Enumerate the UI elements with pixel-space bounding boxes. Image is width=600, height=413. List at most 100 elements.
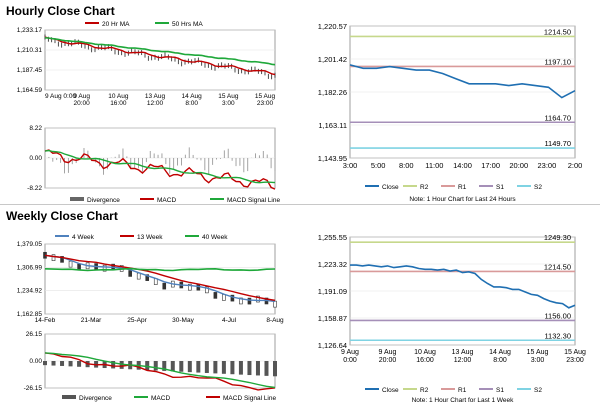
weekly-chart-title: Weekly Close Chart (6, 209, 118, 223)
hourly-price-x-tick: 8:00 (185, 100, 198, 107)
weekly-4wk-line (44, 254, 276, 303)
weekly-macd-line (44, 352, 276, 391)
hourly-macd-line (44, 149, 276, 190)
weekly-right-level-label: 1214.50 (544, 262, 571, 271)
weekly-macd-legend: MACD (151, 395, 170, 402)
weekly-signal-line (44, 352, 276, 389)
weekly-price-x-tick: 8-Aug (266, 317, 284, 324)
weekly-right-legend: S1 (496, 387, 504, 394)
weekly-right-legend: R1 (458, 387, 467, 394)
weekly-divergence-bar (196, 361, 201, 373)
weekly-candle (205, 286, 209, 294)
hourly-ma-legend: 50 Hrs MA (172, 21, 203, 28)
hourly-macd-y-tick: -8.22 (27, 185, 42, 192)
hourly-macd-y-tick: 0.00 (29, 155, 42, 162)
hourly-price-y-tick: 1,187.45 (17, 67, 43, 74)
hourly-right-note: Note: 1 Hour Chart for Last 24 Hours (409, 196, 516, 203)
weekly-divergence-bar (255, 361, 260, 376)
hourly-price-x-tick: 3:00 (222, 100, 235, 107)
hourly-right-close-line (349, 64, 576, 99)
hourly-right-x-tick: 3:00 (343, 161, 358, 170)
hourly-price-x-tick: 15 Aug (255, 93, 276, 100)
weekly-divergence-bar (60, 361, 65, 366)
hourly-right-x-tick: 20:00 (509, 161, 528, 170)
weekly-divergence-bar (153, 361, 158, 371)
weekly-13wk-line (44, 254, 276, 301)
hourly-right-x-tick: 11:00 (425, 161, 443, 170)
hourly-right-x-tick: 23:00 (537, 161, 556, 170)
weekly-price-y-tick: 1,306.99 (17, 264, 43, 271)
hourly-price-x-tick: 13 Aug (145, 93, 166, 100)
hourly-chart-title: Hourly Close Chart (6, 4, 115, 18)
hourly-right-x-tick: 8:00 (399, 161, 414, 170)
hourly-right-y-tick: 1,201.42 (318, 55, 347, 64)
weekly-right-y-tick: 1,126.64 (318, 341, 347, 350)
weekly-price-x-tick: 14-Feb (35, 317, 56, 324)
weekly-right-x-tick: 15 Aug (527, 349, 549, 356)
hourly-price-x-tick: 10 Aug (108, 93, 129, 100)
weekly-right-x-tick: 10 Aug (414, 349, 436, 356)
weekly-price-y-tick: 1,379.05 (17, 241, 43, 248)
weekly-divergence-bar (230, 361, 235, 375)
weekly-divergence-bar (264, 361, 269, 376)
hourly-right-y-tick: 1,220.57 (318, 22, 347, 31)
weekly-right-level-label: 1156.00 (544, 311, 571, 320)
weekly-right-x-tick: 0:00 (343, 357, 357, 364)
weekly-divergence-bar (187, 361, 192, 373)
weekly-right-legend: R2 (420, 387, 429, 394)
weekly-candle (68, 260, 73, 268)
hourly-20hr-ma-line (44, 36, 276, 76)
weekly-divergence-bar (179, 361, 184, 372)
hourly-right-legend: S1 (496, 184, 504, 191)
hourly-right-legend: Close (382, 184, 399, 191)
weekly-right-x-tick: 13 Aug (452, 349, 474, 356)
weekly-price-x-tick: 30-May (172, 317, 194, 324)
weekly-divergence-bar (273, 361, 277, 377)
weekly-divergence-bar (238, 361, 243, 375)
weekly-candle (60, 256, 64, 263)
weekly-divergence-bar (68, 361, 73, 367)
weekly-candle (273, 300, 277, 308)
weekly-candle (247, 297, 252, 305)
weekly-divergence-bar (204, 361, 209, 373)
hourly-price-x-tick: 14 Aug (182, 93, 203, 100)
weekly-macd-y-tick: 0.00 (29, 358, 42, 365)
weekly-right-close-line (350, 264, 576, 309)
weekly-divergence-bar (51, 361, 56, 366)
hourly-right-y-tick: 1,182.26 (318, 88, 347, 97)
hourly-price-x-tick: 9 Aug 0:00 (45, 93, 76, 100)
hourly-price-y-tick: 1,233.17 (17, 27, 43, 34)
weekly-right-level-label: 1132.30 (544, 331, 571, 340)
hourly-price-x-tick: 9 Aug (73, 93, 90, 100)
hourly-price-x-tick: 23:00 (257, 100, 274, 107)
weekly-right-x-tick: 9 Aug (379, 349, 397, 356)
hourly-right-level-label: 1197.10 (544, 57, 571, 66)
hourly-ma-legend: 20 Hr MA (102, 21, 130, 28)
weekly-macd-legend-swatch (62, 395, 76, 399)
hourly-macd-y-tick: 8.22 (29, 125, 42, 132)
weekly-right-x-tick: 3:00 (531, 357, 545, 364)
weekly-macd-legend: MACD Signal Line (223, 395, 276, 402)
weekly-right-legend: Close (382, 387, 399, 394)
weekly-divergence-bar (119, 361, 124, 369)
weekly-candle (128, 270, 132, 277)
weekly-right-y-tick: 1,158.87 (318, 314, 347, 323)
weekly-right-x-tick: 8:00 (493, 357, 507, 364)
hourly-price-x-tick: 15 Aug (218, 93, 239, 100)
weekly-candle (51, 254, 56, 261)
weekly-divergence-bar (221, 361, 226, 374)
weekly-divergence-bar (247, 361, 252, 376)
weekly-divergence-bar (111, 361, 116, 369)
weekly-candle (188, 283, 192, 291)
weekly-ma-legend: 13 Week (137, 234, 163, 241)
hourly-50hr-ma-line (44, 37, 276, 66)
hourly-price-x-tick: 16:00 (110, 100, 127, 107)
weekly-divergence-bar (213, 361, 218, 374)
weekly-price-x-tick: 4-Jul (222, 317, 237, 324)
weekly-divergence-bar (162, 361, 167, 371)
weekly-candle (239, 297, 243, 305)
weekly-right-y-tick: 1,255.55 (318, 233, 347, 242)
hourly-right-y-tick: 1,143.95 (318, 154, 347, 163)
weekly-right-x-tick: 12:00 (454, 357, 472, 364)
